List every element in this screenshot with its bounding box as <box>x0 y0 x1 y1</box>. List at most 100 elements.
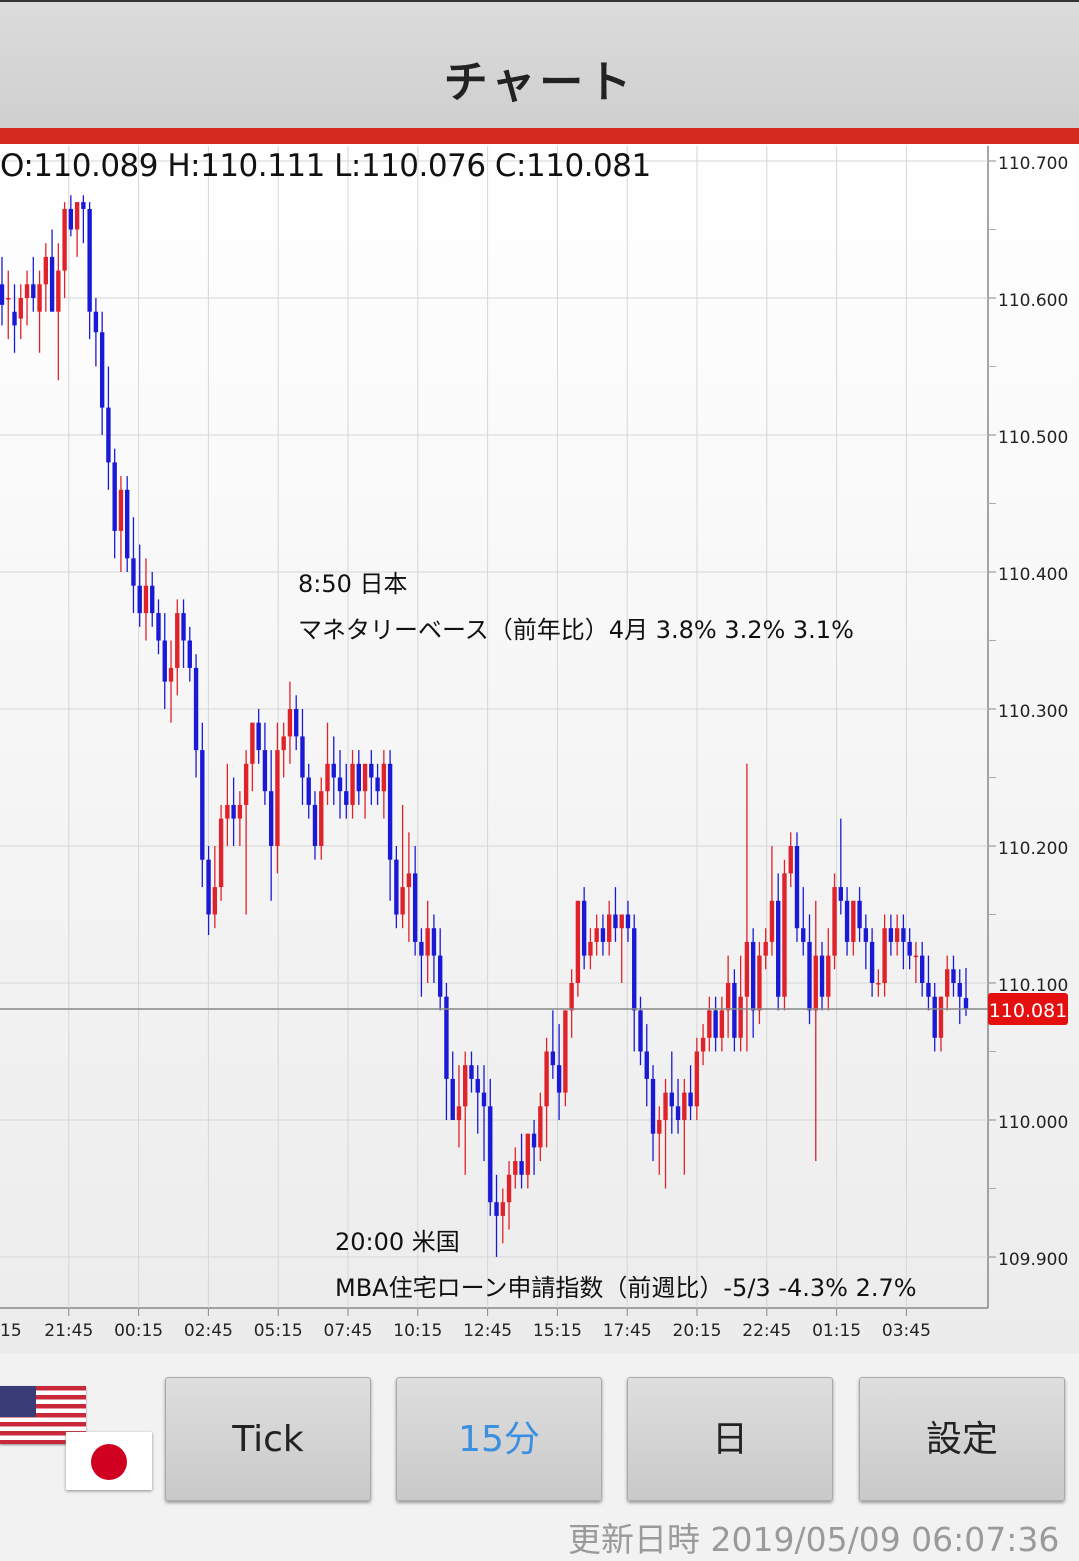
y-tick-label: 110.700 <box>998 154 1068 174</box>
y-tick-label: 110.500 <box>998 428 1068 448</box>
candle-body <box>869 941 875 983</box>
candle-body <box>863 928 869 942</box>
candle-body <box>275 750 280 846</box>
candle-body <box>87 208 92 312</box>
candle-body <box>356 763 361 792</box>
event-desc-1: マネタリーベース（前年比）4月 3.8% 3.2% 3.1% <box>298 616 854 644</box>
candle-body <box>118 489 124 531</box>
candle-body <box>387 763 393 860</box>
candle-body <box>406 873 412 888</box>
candle-body <box>688 1092 693 1107</box>
candle-body <box>74 202 80 230</box>
candle-body <box>819 955 825 997</box>
candle-body <box>412 873 418 942</box>
y-tick-label: 110.000 <box>998 1113 1068 1133</box>
candle-body <box>162 640 167 682</box>
candle-body <box>569 983 574 1011</box>
candle-body <box>663 1092 668 1120</box>
candle-body <box>650 1078 656 1134</box>
candle-body <box>700 1037 706 1052</box>
candle-body <box>945 969 950 997</box>
candle-body <box>776 900 781 997</box>
candle-body <box>381 763 387 792</box>
candle-body <box>456 1106 462 1120</box>
candle-body <box>112 462 117 531</box>
candle-body <box>894 928 900 942</box>
x-tick-label: 10:15 <box>393 1321 442 1341</box>
candle-body <box>156 613 161 641</box>
candle-body <box>531 1133 537 1148</box>
candle-body <box>168 667 174 682</box>
candle-body <box>707 1010 712 1038</box>
candle-body <box>463 1065 468 1107</box>
candle-body <box>231 804 236 819</box>
event-desc-2: MBA住宅ローン申請指数（前週比）-5/3 -4.3% 2.7% <box>335 1274 917 1302</box>
candle-body <box>544 1051 549 1107</box>
candle-body <box>926 983 931 997</box>
candle-body <box>175 613 180 668</box>
candle-body <box>481 1092 487 1107</box>
candle-body <box>826 955 831 997</box>
candle-body <box>919 955 925 983</box>
15min-button[interactable]: 15分 <box>396 1377 602 1501</box>
candle-body <box>675 1106 681 1120</box>
y-tick-label: 109.900 <box>998 1250 1068 1270</box>
chart-background[interactable] <box>0 144 1079 1354</box>
candle-body <box>613 914 618 929</box>
candle-body <box>0 284 5 305</box>
candle-body <box>907 941 912 956</box>
candle-body <box>187 640 192 668</box>
candle-body <box>813 955 818 1011</box>
candle-body <box>788 846 793 874</box>
candle-body <box>719 1010 725 1038</box>
candle-body <box>669 1092 674 1107</box>
tick-button[interactable]: Tick <box>165 1377 371 1501</box>
candle-body <box>256 722 261 751</box>
candlestick-chart[interactable]: 110.700 110.600 110.500 110.400 110.300 110.2… <box>0 0 1079 1370</box>
candle-body <box>600 928 606 942</box>
x-tick-label: 12:45 <box>463 1321 512 1341</box>
candle-body <box>513 1161 518 1175</box>
candle-body <box>24 284 30 298</box>
candle-body <box>218 818 224 888</box>
candle-body <box>801 928 806 942</box>
candle-body <box>31 284 36 298</box>
candle-body <box>563 1010 568 1093</box>
candle-body <box>713 1010 718 1038</box>
candle-body <box>362 763 368 792</box>
candle-body <box>538 1106 543 1148</box>
x-tick-label: 15:15 <box>533 1321 582 1341</box>
candle-body <box>206 859 211 915</box>
candle-body <box>150 585 155 614</box>
candle-body <box>237 804 243 819</box>
candle-body <box>488 1106 493 1203</box>
y-tick-label: 110.300 <box>998 702 1068 722</box>
candle-body <box>506 1174 512 1203</box>
candle-body <box>419 941 424 956</box>
ohlc-readout: O:110.089 H:110.111 L:110.076 C:110.081 <box>0 148 651 184</box>
candle-body <box>250 722 255 764</box>
last-price-label: 110.081 <box>989 1000 1068 1022</box>
candle-body <box>607 914 612 942</box>
candle-body <box>581 900 587 956</box>
daily-button[interactable]: 日 <box>627 1377 833 1501</box>
candle-body <box>337 777 343 792</box>
candle-body <box>268 791 274 846</box>
candle-body <box>550 1051 556 1066</box>
candle-body <box>769 900 775 942</box>
candle-body <box>262 750 268 792</box>
candle-body <box>212 887 218 915</box>
candle-body <box>143 585 149 614</box>
candle-body <box>181 613 186 641</box>
candle-body <box>757 955 762 1011</box>
candle-body <box>49 256 55 312</box>
jp-flag-icon[interactable] <box>66 1432 152 1490</box>
candle-body <box>437 955 443 997</box>
candle-body <box>750 941 756 1011</box>
x-tick-label: 22:45 <box>742 1321 791 1341</box>
settings-button[interactable]: 設定 <box>859 1377 1065 1501</box>
candle-body <box>588 941 593 956</box>
candle-body <box>312 804 318 846</box>
candle-body <box>319 791 324 846</box>
candle-body <box>638 1010 643 1052</box>
